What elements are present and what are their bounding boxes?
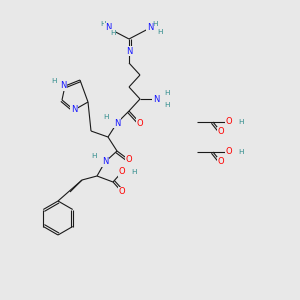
Text: N: N <box>114 118 120 127</box>
Text: O: O <box>226 148 232 157</box>
Text: H: H <box>131 169 137 175</box>
Text: H: H <box>110 30 116 36</box>
Text: O: O <box>218 158 224 166</box>
Text: O: O <box>137 118 143 127</box>
Text: N: N <box>71 106 77 115</box>
Text: N: N <box>60 82 66 91</box>
Text: O: O <box>218 128 224 136</box>
Text: O: O <box>226 118 232 127</box>
Text: H: H <box>103 114 109 120</box>
Text: H: H <box>157 29 163 35</box>
Text: H: H <box>238 149 244 155</box>
Text: N: N <box>126 46 132 56</box>
Text: H: H <box>238 119 244 125</box>
Text: N: N <box>102 158 108 166</box>
Text: N: N <box>147 23 153 32</box>
Text: O: O <box>119 167 125 176</box>
Text: H: H <box>164 90 170 96</box>
Text: H: H <box>91 153 97 159</box>
Text: H: H <box>164 102 170 108</box>
Text: N: N <box>105 23 111 32</box>
Text: H: H <box>100 21 106 27</box>
Text: N: N <box>153 94 159 103</box>
Text: O: O <box>119 188 125 196</box>
Text: H: H <box>152 21 158 27</box>
Text: O: O <box>126 155 132 164</box>
Text: H: H <box>51 78 57 84</box>
